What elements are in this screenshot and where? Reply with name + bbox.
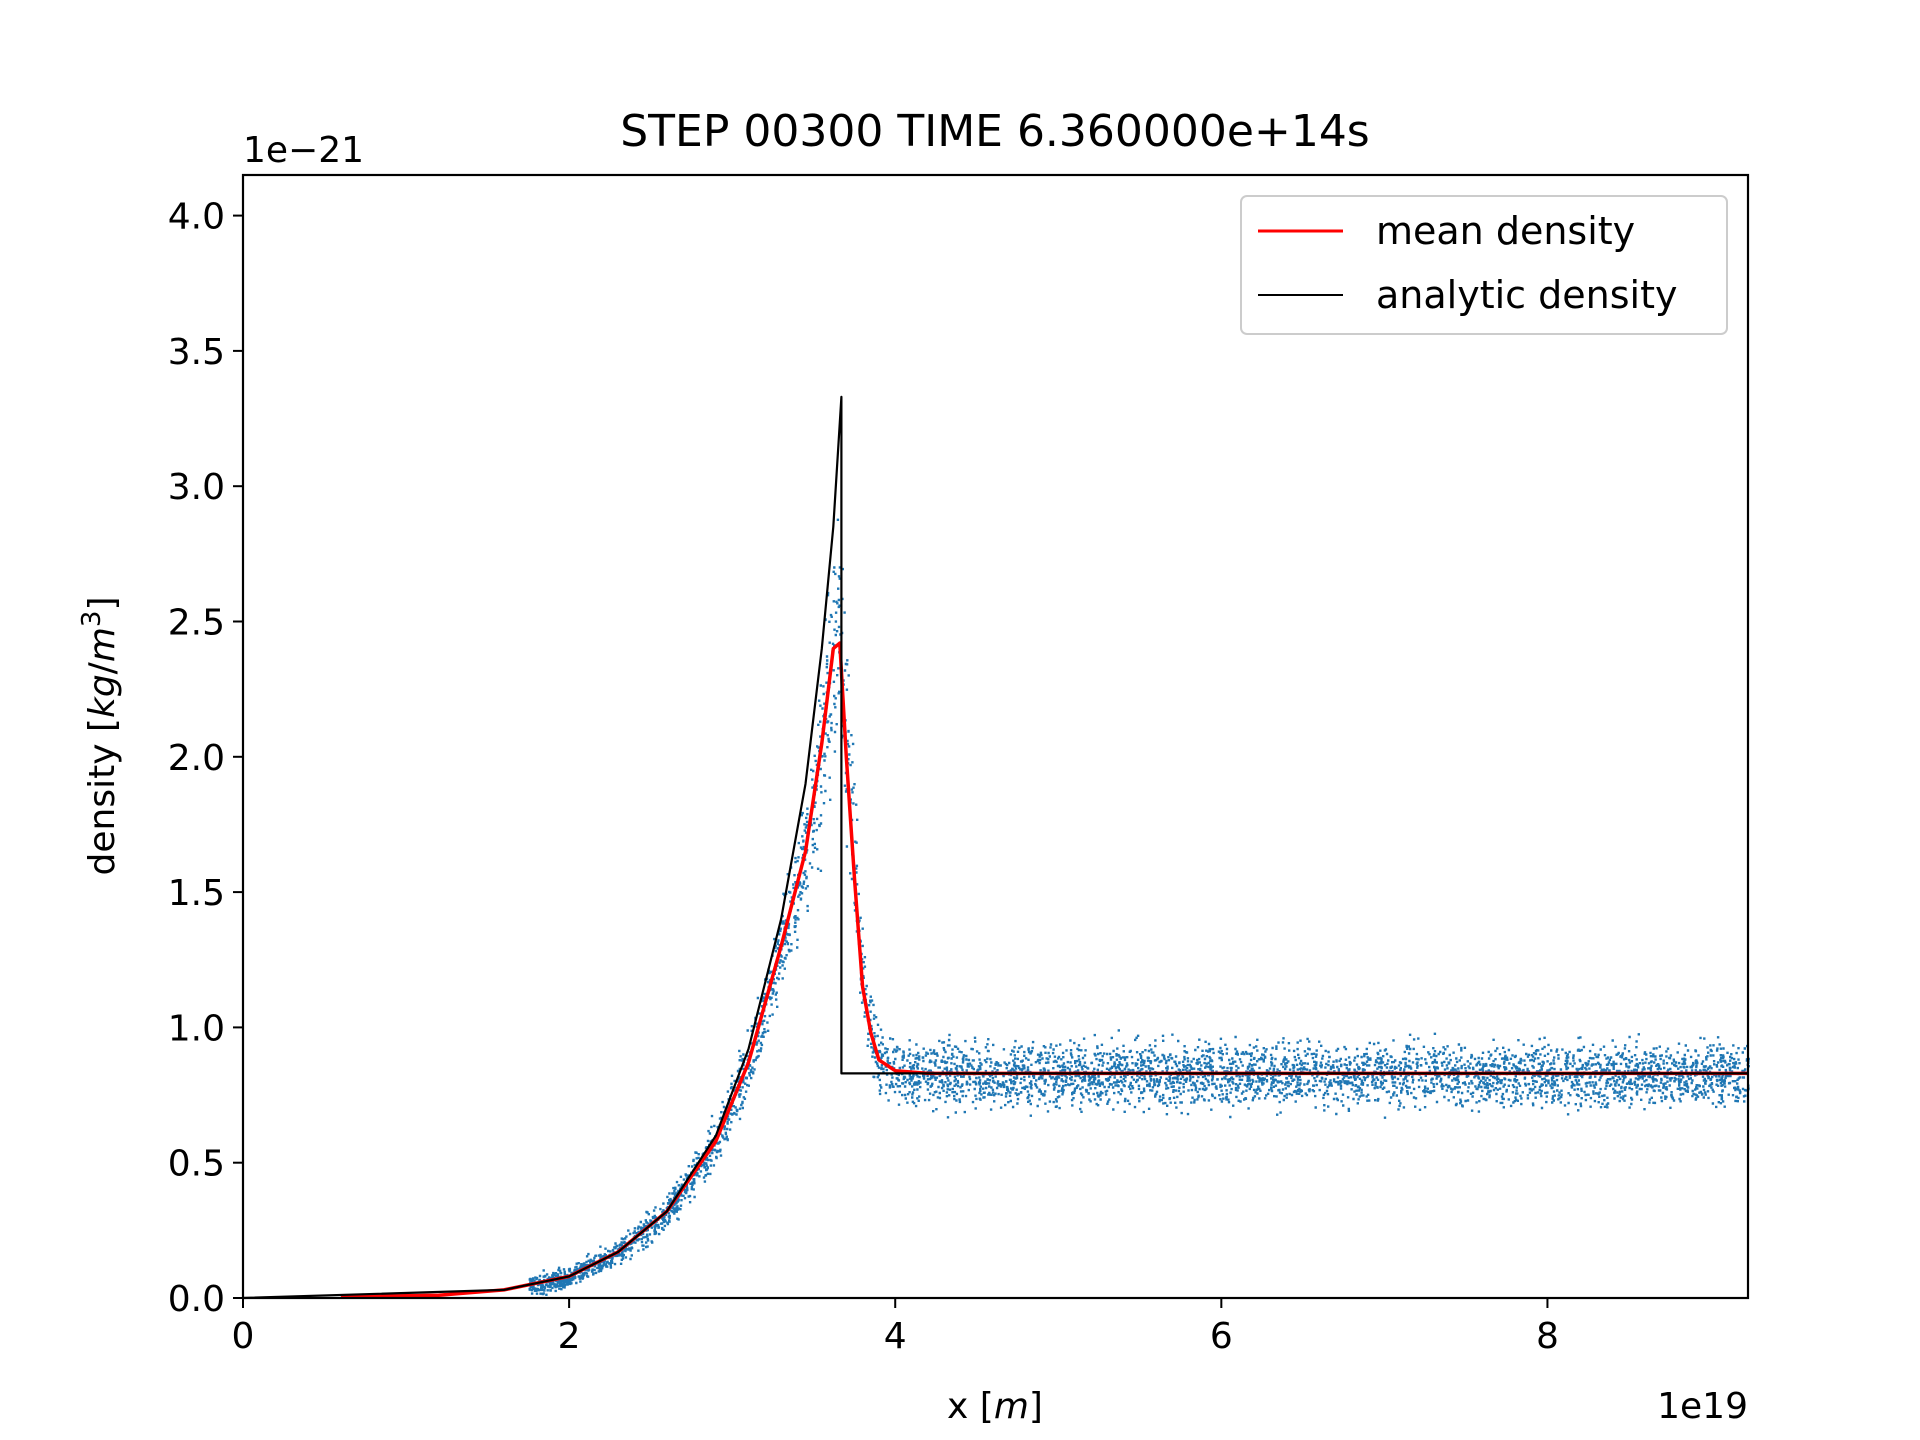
mean-density-line <box>340 641 1748 1299</box>
legend: mean density analytic density <box>1240 195 1728 335</box>
y-tick-label: 2.0 <box>168 738 225 779</box>
y-axis: 0.0 0.5 1.0 1.5 2.0 2.5 3.0 3.5 4.0 <box>168 197 243 1320</box>
scatter-points <box>528 518 1750 1296</box>
y-offset-label: 1e−21 <box>243 130 364 171</box>
x-tick-label: 0 <box>232 1316 255 1357</box>
scatter-cloud <box>528 518 1750 1296</box>
x-tick-label: 6 <box>1210 1316 1233 1357</box>
x-axis: 0 2 4 6 8 <box>232 1298 1559 1357</box>
plot-frame <box>241 173 1750 1300</box>
y-tick-label: 0.0 <box>168 1279 225 1320</box>
y-axis-label: density [kg/m3] <box>77 597 123 876</box>
x-axis-label-unit: m <box>994 1386 1029 1427</box>
x-tick-label: 2 <box>558 1316 581 1357</box>
x-offset-label: 1e19 <box>1657 1386 1748 1427</box>
legend-label-mean-density: mean density <box>1376 209 1635 253</box>
legend-box <box>1240 195 1728 335</box>
x-axis-label-name: x [ <box>947 1386 994 1427</box>
x-tick-label: 8 <box>1536 1316 1559 1357</box>
x-tick-label: 4 <box>884 1316 907 1357</box>
series-lines <box>242 395 1748 1300</box>
legend-label-analytic-density: analytic density <box>1376 273 1677 317</box>
y-tick-label: 1.5 <box>168 873 225 914</box>
y-tick-label: 3.0 <box>168 467 225 508</box>
y-tick-label: 2.5 <box>168 602 225 643</box>
y-tick-label: 0.5 <box>168 1144 225 1185</box>
y-tick-label: 3.5 <box>168 332 225 373</box>
analytic-density-line <box>242 395 1748 1300</box>
y-tick-label: 1.0 <box>168 1008 225 1049</box>
chart-title: STEP 00300 TIME 6.360000e+14s <box>620 106 1369 157</box>
x-axis-label: x [m] <box>947 1386 1043 1427</box>
y-tick-label: 4.0 <box>168 197 225 238</box>
